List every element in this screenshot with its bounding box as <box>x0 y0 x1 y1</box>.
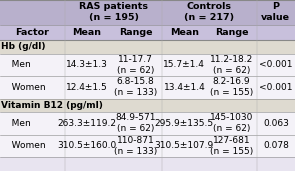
Text: Controls
(n = 217): Controls (n = 217) <box>184 2 235 22</box>
Text: Range: Range <box>119 28 153 37</box>
Bar <box>0 135 295 157</box>
Text: 8.2-16.9
(n = 155): 8.2-16.9 (n = 155) <box>210 77 253 97</box>
Text: Men: Men <box>3 119 31 128</box>
Text: Men: Men <box>3 60 31 69</box>
Text: <0.001: <0.001 <box>259 83 293 92</box>
Text: 310.5±160.0: 310.5±160.0 <box>58 141 117 150</box>
Text: 12.4±1.5: 12.4±1.5 <box>66 83 108 92</box>
Text: 145-1030
(n = 62): 145-1030 (n = 62) <box>210 113 253 133</box>
Text: <0.001: <0.001 <box>259 60 293 69</box>
Text: 11-17.7
(n = 62): 11-17.7 (n = 62) <box>117 55 154 75</box>
Text: 263.3±119.2: 263.3±119.2 <box>58 119 117 128</box>
Text: 0.078: 0.078 <box>263 141 289 150</box>
Bar <box>0 112 295 135</box>
Text: Hb (g/dl): Hb (g/dl) <box>1 42 46 51</box>
Bar <box>0 0 295 25</box>
Text: Vitamin B12 (pg/ml): Vitamin B12 (pg/ml) <box>1 101 103 110</box>
Text: 295.9±135.5: 295.9±135.5 <box>155 119 214 128</box>
Text: 11.2-18.2
(n = 62): 11.2-18.2 (n = 62) <box>210 55 253 75</box>
Text: Women: Women <box>3 141 45 150</box>
Bar <box>0 40 295 54</box>
Text: 127-681
(n = 155): 127-681 (n = 155) <box>210 136 253 156</box>
Text: 15.7±1.4: 15.7±1.4 <box>163 60 205 69</box>
Bar <box>0 99 295 112</box>
Text: 310.5±107.9: 310.5±107.9 <box>155 141 214 150</box>
Text: 6.8-15.8
(n = 133): 6.8-15.8 (n = 133) <box>114 77 157 97</box>
Text: Mean: Mean <box>73 28 101 37</box>
Bar <box>0 54 295 76</box>
Bar <box>0 25 295 40</box>
Text: RAS patients
(n = 195): RAS patients (n = 195) <box>79 2 148 22</box>
Text: P
value: P value <box>261 2 290 22</box>
Bar <box>0 76 295 99</box>
Text: Mean: Mean <box>170 28 199 37</box>
Text: Women: Women <box>3 83 45 92</box>
Text: 14.3±1.3: 14.3±1.3 <box>66 60 108 69</box>
Text: Factor: Factor <box>16 28 49 37</box>
Text: 0.063: 0.063 <box>263 119 289 128</box>
Text: 110-871
(n = 133): 110-871 (n = 133) <box>114 136 157 156</box>
Text: 13.4±1.4: 13.4±1.4 <box>163 83 205 92</box>
Text: 84.9-571
(n = 62): 84.9-571 (n = 62) <box>115 113 156 133</box>
Text: Range: Range <box>215 28 248 37</box>
